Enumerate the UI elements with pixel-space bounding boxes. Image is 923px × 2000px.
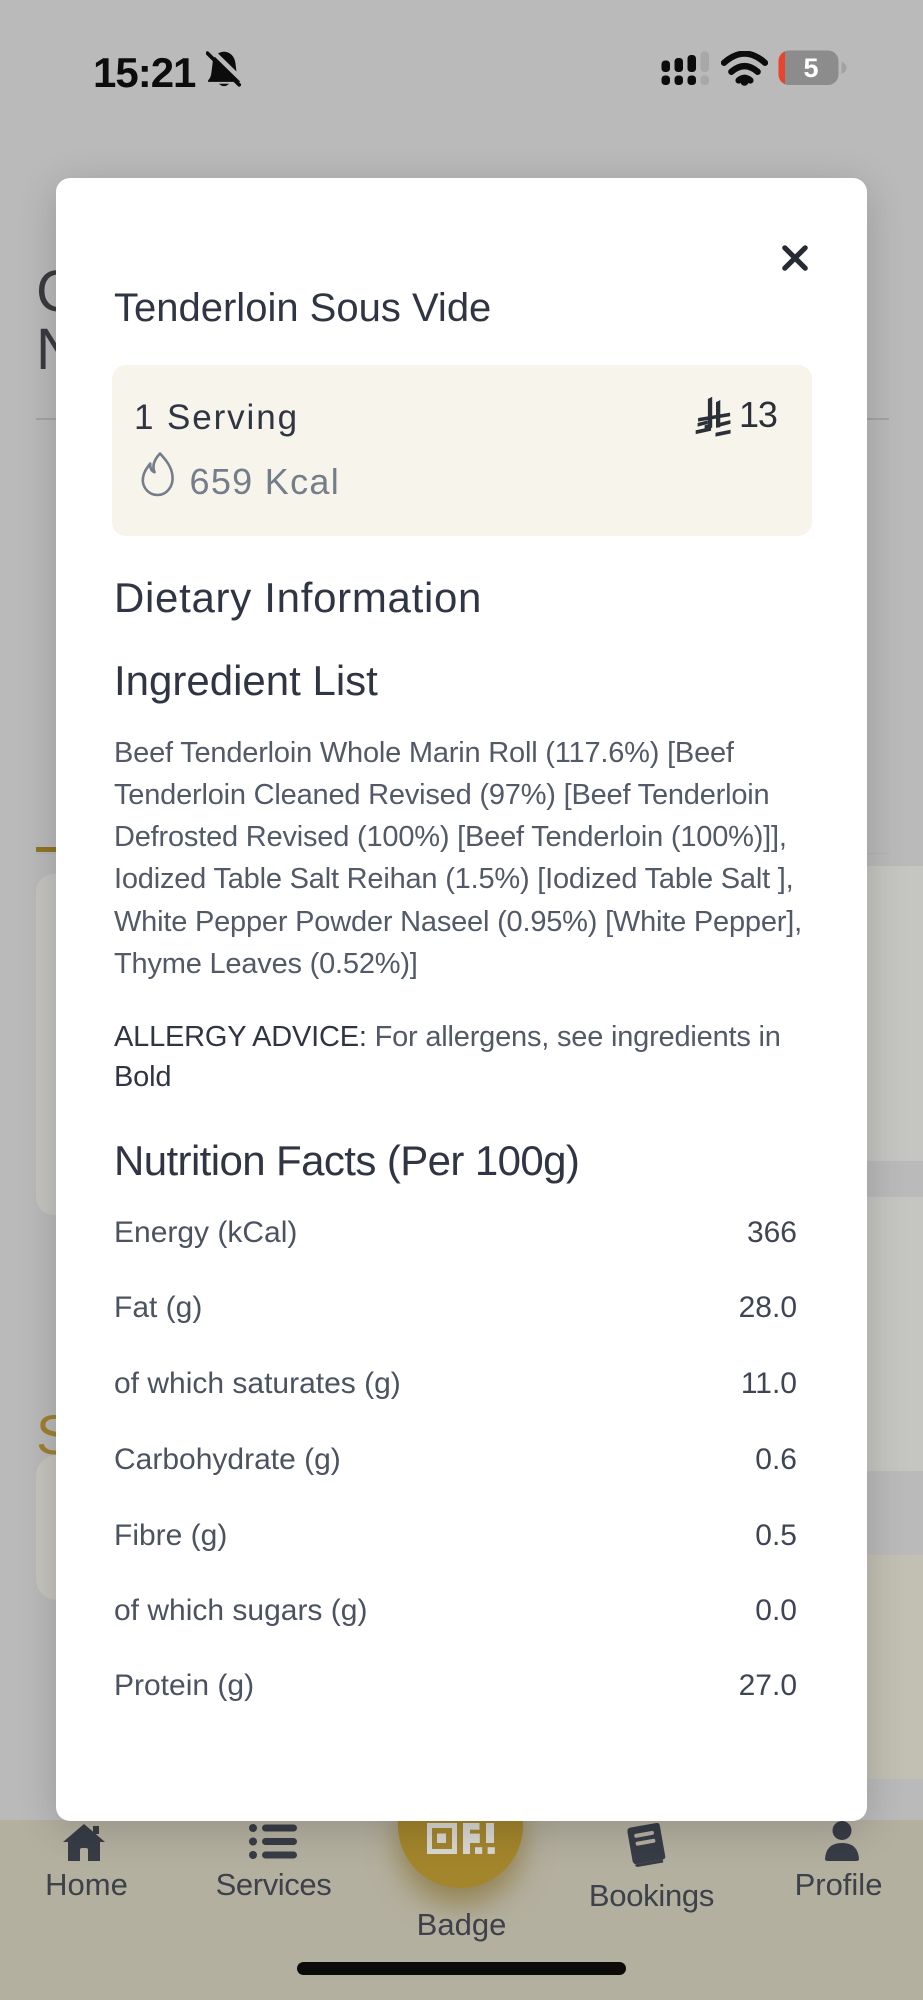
svg-text:5: 5 [803, 53, 818, 83]
